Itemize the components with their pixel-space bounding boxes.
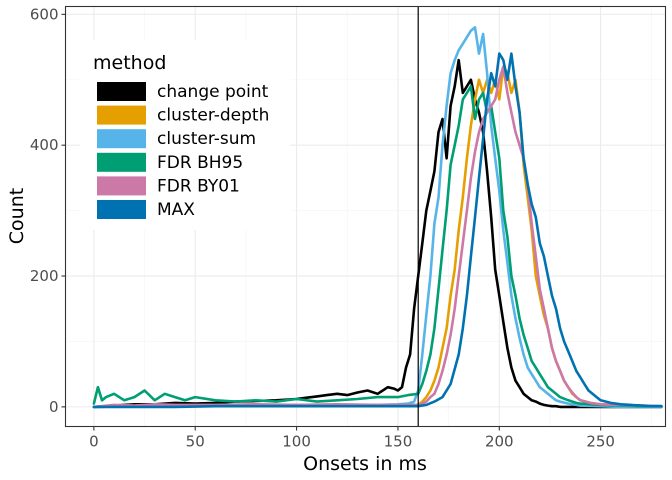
y-tick-label: 400	[30, 136, 59, 154]
legend-items: change point cluster-depth cluster-sum FDR …	[97, 82, 269, 220]
y-axis: 0 200 400 600	[30, 5, 66, 416]
x-tick-label: 200	[485, 433, 514, 451]
x-axis-title: Onsets in ms	[303, 453, 427, 475]
legend-label: cluster-sum	[157, 129, 256, 149]
y-tick-label: 0	[49, 398, 59, 416]
x-tick-label: 50	[186, 433, 205, 451]
x-tick-label: 150	[384, 433, 413, 451]
y-axis-title: Count	[6, 188, 28, 244]
y-tick-label: 200	[30, 267, 59, 285]
x-tick-label: 250	[586, 433, 615, 451]
series-line-fdr-by01	[92, 65, 663, 409]
series-line-max	[92, 52, 663, 409]
series-line-fdr-bh95	[92, 85, 663, 408]
legend-key	[97, 105, 146, 125]
legend-label: MAX	[157, 200, 195, 220]
legend-key	[97, 129, 146, 149]
series-lines	[92, 26, 663, 409]
panel-border	[64, 5, 667, 428]
legend-title: method	[93, 52, 166, 74]
y-tick-label: 600	[30, 5, 59, 23]
legend-key	[97, 200, 146, 219]
legend: method change point cluster-depth cluster-…	[80, 40, 290, 230]
legend-label: change point	[157, 82, 269, 102]
legend-label: FDR BY01	[157, 176, 240, 196]
legend-label: FDR BH95	[157, 153, 243, 173]
x-axis: 0 50 100 150 200 250	[89, 426, 615, 451]
legend-label: cluster-depth	[157, 106, 269, 126]
legend-key	[97, 176, 146, 196]
series-line-change-point	[92, 58, 663, 409]
legend-key	[97, 82, 146, 101]
legend-key	[97, 152, 146, 172]
x-tick-label: 100	[282, 433, 311, 451]
x-tick-label: 0	[89, 433, 99, 451]
